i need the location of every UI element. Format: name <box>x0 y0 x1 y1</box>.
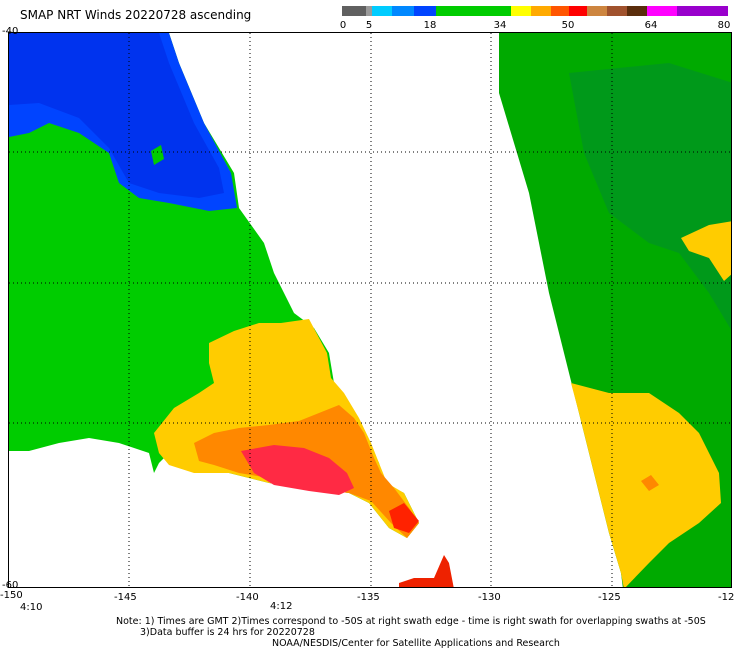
colorbar-segment-gale <box>531 6 551 16</box>
right-swath-yellow-small <box>681 221 731 281</box>
wind-map <box>8 32 732 588</box>
colorbar-segment-breeze <box>436 6 511 16</box>
right-swath-darkgreen <box>569 63 731 330</box>
map-title: SMAP NRT Winds 20220728 ascending <box>20 8 252 22</box>
left-swath-blue-inner <box>9 33 224 198</box>
lon-label-135: -135 <box>357 592 380 603</box>
left-swath-red <box>241 445 354 495</box>
lon-label-120: -12 <box>718 592 735 603</box>
right-swath-orange-spot <box>641 475 659 491</box>
colorbar-segment-hurricane <box>627 6 647 16</box>
lon-label-150: -150 <box>0 590 23 601</box>
lat-label-bottom: -60 <box>2 580 19 591</box>
colorbar-segment-extreme <box>677 6 728 16</box>
colorbar-segment-light <box>372 6 392 16</box>
colorbar-label-34: 34 <box>493 20 507 31</box>
green-notch <box>151 145 164 165</box>
colorbar-segment-hurricane-light <box>607 6 627 16</box>
colorbar-segment-calm <box>342 6 366 16</box>
lon-label-130: -130 <box>478 592 501 603</box>
colorbar-label-64: 64 <box>644 20 658 31</box>
time-label-2: 4:12 <box>270 601 293 612</box>
colorbar-label-50: 50 <box>561 20 575 31</box>
map-grid <box>9 33 731 587</box>
time-label-1: 4:10 <box>20 602 43 613</box>
colorbar <box>342 6 728 16</box>
colorbar-segment-calm-light <box>366 6 372 16</box>
colorbar-segment-storm <box>569 6 587 16</box>
lon-label-140: -140 <box>236 592 259 603</box>
colorbar-segment-gale-light <box>511 6 531 16</box>
colorbar-segment-gale-strong <box>551 6 569 16</box>
colorbar-segment-extreme-light <box>647 6 677 16</box>
red-tip <box>389 503 419 533</box>
lon-label-145: -145 <box>114 592 137 603</box>
wind-map-canvas <box>9 33 731 587</box>
bottom-red-blob <box>399 555 454 587</box>
colorbar-segment-moderate <box>414 6 436 16</box>
colorbar-segment-light-moderate <box>392 6 414 16</box>
lat-label-top: -40 <box>2 26 19 37</box>
colorbar-label-80: 80 <box>717 20 731 31</box>
colorbar-segment-storm-strong <box>587 6 607 16</box>
note-line-1: Note: 1) Times are GMT 2)Times correspon… <box>116 616 706 627</box>
colorbar-label-5: 5 <box>365 20 373 31</box>
lon-label-125: -125 <box>598 592 621 603</box>
note-line-2: 3)Data buffer is 24 hrs for 20220728 <box>140 627 315 638</box>
note-line-3: NOAA/NESDIS/Center for Satellite Applica… <box>272 638 560 649</box>
colorbar-label-18: 18 <box>423 20 437 31</box>
colorbar-label-0: 0 <box>339 20 347 31</box>
